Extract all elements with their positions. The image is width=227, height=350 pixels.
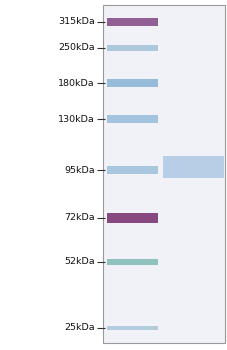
Text: 52kDa: 52kDa (64, 258, 95, 266)
Bar (106, 259, 157, 265)
Bar (106, 79, 157, 87)
Bar (106, 115, 157, 123)
Text: 130kDa: 130kDa (58, 114, 95, 124)
Text: 95kDa: 95kDa (64, 166, 95, 175)
Text: 25kDa: 25kDa (64, 323, 95, 332)
Bar (103, 5, 224, 343)
Bar (106, 166, 157, 174)
Bar (106, 18, 157, 26)
Text: 250kDa: 250kDa (58, 43, 95, 52)
Bar (106, 213, 157, 223)
Text: 72kDa: 72kDa (64, 214, 95, 223)
Text: 315kDa: 315kDa (58, 18, 95, 27)
Bar (162, 156, 223, 178)
Text: 180kDa: 180kDa (58, 78, 95, 88)
Bar (106, 45, 157, 51)
Bar (106, 326, 157, 330)
